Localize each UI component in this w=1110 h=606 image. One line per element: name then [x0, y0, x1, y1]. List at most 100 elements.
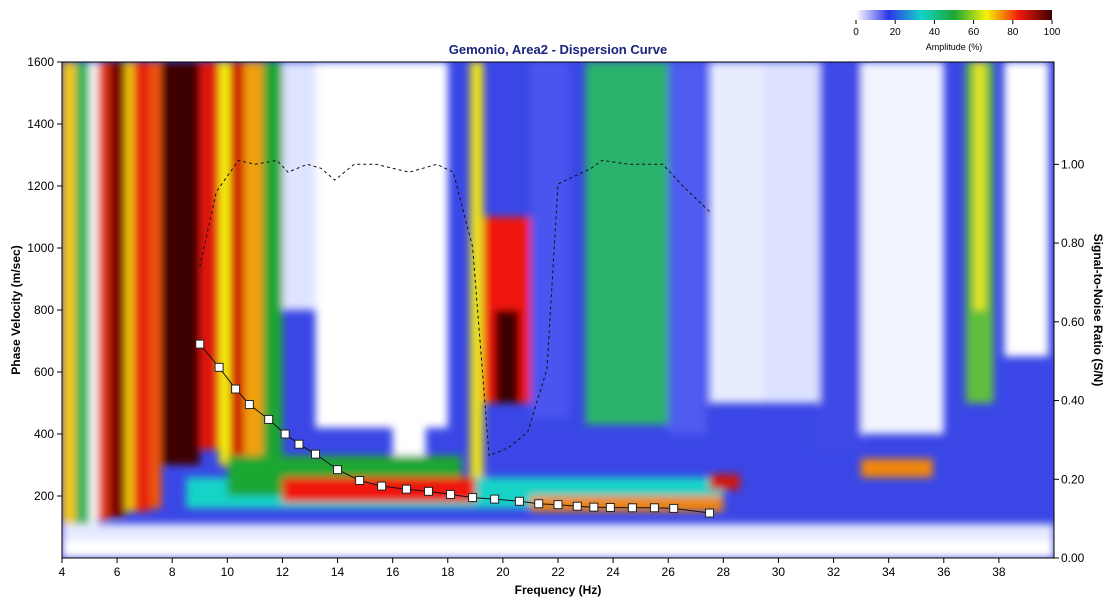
dispersion-point [311, 449, 321, 459]
y-tick-label: 600 [34, 365, 54, 379]
heatmap-band [75, 62, 90, 527]
heatmap-band [230, 62, 244, 472]
dispersion-point [446, 489, 456, 499]
x-tick-label: 24 [606, 565, 620, 579]
colorbar-tick-label: 20 [890, 27, 902, 38]
x-tick-label: 14 [331, 565, 345, 579]
colorbar-tick-label: 60 [968, 27, 980, 38]
y-tick-label: 1600 [27, 55, 54, 69]
dispersion-point [195, 339, 205, 349]
heatmap-band [494, 310, 520, 403]
dispersion-point [355, 476, 365, 485]
colorbar-tick-label: 0 [853, 27, 859, 38]
dispersion-point [534, 499, 544, 509]
colorbar-tick-label: 40 [929, 27, 941, 38]
heatmap-band [282, 62, 316, 310]
x-tick-label: 18 [441, 565, 455, 579]
heatmap-band [219, 62, 231, 465]
y-axis: 200 400 600 800 1000 1200 1400 1600 [27, 55, 62, 503]
x-tick-label: 20 [496, 565, 510, 579]
x-tick-label: 32 [827, 565, 841, 579]
heatmap-band [150, 62, 162, 509]
x-tick-label: 16 [386, 565, 400, 579]
y2-tick-label: 0.20 [1061, 472, 1085, 486]
dispersion-point [553, 500, 563, 510]
heatmap-band [709, 474, 740, 490]
dispersion-point [705, 508, 715, 518]
colorbar-label: Amplitude (%) [926, 42, 983, 52]
y2-axis-label: Signal-to-Noise Ratio (S/N) [1091, 234, 1105, 387]
dispersion-point [589, 502, 599, 512]
heatmap-band [1004, 62, 1049, 357]
heatmap-band [861, 62, 944, 434]
y2-tick-label: 0.40 [1061, 394, 1085, 408]
heatmap-band [89, 62, 98, 527]
heatmap-band [469, 62, 484, 496]
heatmap-band [709, 62, 765, 403]
dispersion-point [244, 400, 254, 410]
y-axis-label: Phase Velocity (m/sec) [9, 245, 23, 374]
dispersion-point [572, 501, 582, 511]
snr-curve-layer [199, 159, 710, 457]
heatmap-band [530, 62, 570, 419]
dispersion-point [333, 465, 343, 475]
x-tick-label: 22 [551, 565, 565, 579]
dispersion-point [294, 439, 304, 449]
y-tick-label: 1000 [27, 241, 54, 255]
dispersion-point [214, 362, 224, 372]
dispersion-point [401, 484, 411, 494]
y2-axis: 0.00 0.20 0.40 0.60 0.80 1.00 [1054, 157, 1085, 565]
dispersion-curve-layer [195, 339, 715, 518]
heatmap-band [764, 62, 820, 403]
colorbar: 0 20 40 60 80 100 Amplitude (%) [853, 10, 1061, 52]
dispersion-point [490, 494, 500, 504]
y-tick-label: 400 [34, 427, 54, 441]
dispersion-point [423, 486, 433, 496]
y-tick-label: 1200 [27, 179, 54, 193]
x-tick-label: 30 [772, 565, 786, 579]
heatmap-band [263, 62, 283, 478]
y2-tick-label: 1.00 [1061, 157, 1085, 171]
x-axis: 4 6 8 10 12 14 16 18 20 22 24 26 28 30 32 34 36 38 [59, 558, 1006, 579]
x-tick-label: 12 [276, 565, 290, 579]
heatmap-band [125, 62, 134, 512]
heatmap-band [161, 62, 200, 465]
heatmap-layer [62, 62, 1054, 558]
heatmap-band [62, 539, 1054, 558]
heatmap-band [133, 62, 151, 512]
x-tick-label: 26 [662, 565, 676, 579]
x-tick-label: 6 [114, 565, 121, 579]
dispersion-point [377, 481, 387, 491]
x-tick-label: 28 [717, 565, 731, 579]
snr-curve-line [199, 159, 710, 457]
heatmap-band [97, 62, 109, 521]
heatmap-band [819, 62, 862, 450]
dispersion-point [280, 429, 290, 439]
heatmap-band [392, 62, 426, 465]
x-tick-label: 8 [169, 565, 176, 579]
dispersion-point [264, 414, 274, 424]
y-tick-label: 800 [34, 303, 54, 317]
heatmap-band [199, 62, 220, 450]
heatmap-band [243, 62, 264, 478]
heatmap-band [974, 62, 986, 310]
x-tick-label: 4 [59, 565, 66, 579]
x-tick-label: 10 [221, 565, 235, 579]
y2-tick-label: 0.60 [1061, 315, 1085, 329]
x-tick-label: 38 [992, 565, 1006, 579]
heatmap-band [861, 458, 933, 478]
heatmap-band [62, 523, 1054, 540]
dispersion-point [605, 502, 615, 512]
y2-tick-label: 0.00 [1061, 551, 1085, 565]
x-tick-label: 34 [882, 565, 896, 579]
dispersion-point [468, 493, 478, 503]
y2-tick-label: 0.80 [1061, 236, 1085, 250]
y-tick-label: 1400 [27, 117, 54, 131]
dispersion-point [627, 503, 637, 513]
heatmap-band [585, 62, 669, 425]
x-axis-label: Frequency (Hz) [515, 583, 602, 597]
heatmap-band [108, 62, 126, 518]
heatmap-band [315, 62, 448, 428]
